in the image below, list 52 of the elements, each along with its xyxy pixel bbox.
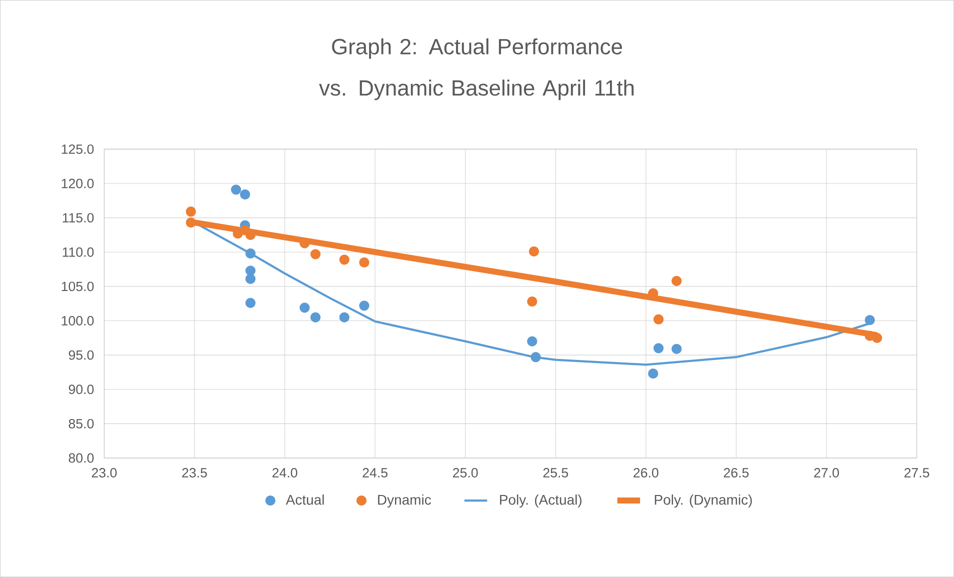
point (300, 302, 310, 313)
point (240, 224, 250, 236)
legend-label: Poly. (Dynamic) (654, 494, 752, 508)
point (359, 257, 370, 268)
x-tick-label: 24.0 (272, 468, 298, 478)
point (339, 312, 350, 322)
point (245, 248, 256, 258)
point (245, 274, 256, 284)
point (339, 254, 350, 265)
point (530, 352, 541, 362)
x-tick-label: 24.5 (362, 468, 388, 478)
point (864, 314, 875, 326)
point (186, 217, 196, 228)
y-tick-label: 80.0 (68, 453, 94, 463)
legend-label: Actual (286, 494, 324, 505)
y-tick-label: 100.0 (62, 316, 94, 326)
point (186, 206, 196, 217)
x-tick-label: 25.5 (543, 468, 568, 478)
y-tick-label: 115.0 (62, 212, 94, 222)
y-tick-label: 95.0 (68, 350, 94, 360)
point (872, 332, 882, 343)
y-tick-label: 105.0 (62, 282, 94, 292)
point (653, 314, 664, 324)
point (672, 276, 682, 286)
point (528, 246, 540, 256)
x-tick-label: 26.0 (634, 468, 658, 478)
point (245, 265, 256, 276)
y-tick-label: 125.0 (62, 144, 94, 154)
point (527, 336, 538, 346)
point (653, 343, 664, 354)
chart-title: Graph 2: Actual Performance vs. Dynamic Baseline April 11th (319, 38, 634, 100)
point (310, 249, 321, 260)
x-tick-label: 23.0 (92, 468, 117, 478)
x-tick-label: 23.5 (182, 468, 207, 478)
y-tick-label: 110.0 (62, 247, 94, 257)
point (672, 344, 682, 354)
point (310, 312, 321, 322)
point (230, 184, 242, 195)
x-tick-label: 26.5 (724, 468, 749, 478)
y-tick-label: 90.0 (68, 384, 94, 394)
x-tick-label: 25.0 (453, 468, 478, 478)
y-tick-label: 85.0 (68, 418, 94, 428)
x-tick-label: 27.5 (904, 468, 930, 478)
point (527, 296, 538, 306)
point (245, 298, 256, 308)
point (359, 300, 370, 311)
legend-label: Poly. (Actual) (500, 494, 582, 508)
y-tick-label: 120.0 (62, 178, 94, 188)
point (648, 368, 658, 379)
legend-label: Dynamic (378, 494, 431, 508)
point (240, 189, 250, 200)
x-tick-label: 27.0 (814, 468, 839, 478)
